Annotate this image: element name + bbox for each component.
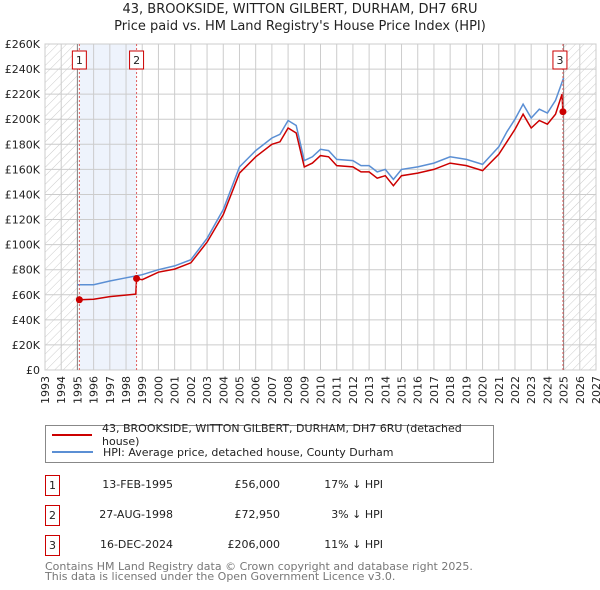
transaction-hpi: 3% ↓ HPI (331, 508, 383, 521)
transaction-number: 2 (45, 505, 60, 526)
x-tick-label: 2010 (315, 376, 328, 404)
x-tick-label: 2006 (250, 376, 263, 404)
footer-copyright: Contains HM Land Registry data © Crown c… (45, 560, 473, 573)
x-tick-label: 2003 (201, 376, 214, 404)
transaction-row: 1 13-FEB-1995 £56,000 17% ↓ HPI (45, 475, 445, 496)
x-tick-label: 2018 (444, 376, 457, 404)
x-tick-label: 2004 (217, 376, 230, 404)
x-tick-label: 2022 (509, 376, 522, 404)
x-tick-label: 2012 (347, 376, 360, 404)
chart-subtitle: Price paid vs. HM Land Registry's House … (114, 19, 486, 34)
y-tick-label: £40K (12, 314, 41, 327)
x-tick-label: 2023 (525, 376, 538, 404)
legend: 43, BROOKSIDE, WITTON GILBERT, DURHAM, D… (45, 422, 494, 463)
x-tick-label: 2008 (282, 376, 295, 404)
transaction-price: £206,000 (227, 538, 281, 551)
y-tick-label: £60K (12, 289, 41, 302)
x-tick-label: 1994 (55, 376, 68, 404)
sale-point (75, 296, 83, 304)
x-tick-label: 2020 (477, 376, 490, 404)
legend-item-property: 43, BROOKSIDE, WITTON GILBERT, DURHAM, D… (52, 422, 493, 448)
x-tick-label: 2014 (379, 376, 392, 404)
transaction-row: 2 27-AUG-1998 £72,950 3% ↓ HPI (45, 505, 445, 526)
x-tick-label: 2027 (590, 376, 600, 404)
y-tick-label: £80K (12, 264, 41, 277)
x-tick-label: 2015 (396, 376, 409, 404)
x-tick-label: 2024 (541, 376, 554, 404)
transaction-number: 3 (45, 535, 60, 556)
sale-label: 3 (556, 54, 563, 67)
x-tick-label: 2005 (233, 376, 246, 404)
x-tick-label: 2011 (331, 376, 344, 404)
transaction-hpi: 17% ↓ HPI (324, 478, 383, 491)
y-tick-label: £20K (12, 339, 41, 352)
x-tick-label: 2026 (574, 376, 587, 404)
x-tick-label: 2000 (152, 376, 165, 404)
sale-label-box (129, 50, 145, 70)
transaction-date: 27-AUG-1998 (99, 508, 173, 521)
transaction-number: 1 (45, 475, 60, 496)
y-tick-label: £240K (5, 63, 41, 76)
y-tick-label: £100K (5, 239, 41, 252)
x-tick-label: 2007 (266, 376, 279, 404)
x-tick-label: 2001 (169, 376, 182, 404)
x-tick-label: 1998 (120, 376, 133, 404)
sale-label-box (71, 50, 87, 70)
chart-title: 43, BROOKSIDE, WITTON GILBERT, DURHAM, D… (122, 2, 478, 17)
transaction-hpi: 11% ↓ HPI (324, 538, 383, 551)
between-sales-shading (79, 44, 137, 370)
legend-item-hpi: HPI: Average price, detached house, Coun… (52, 444, 394, 460)
y-tick-label: £180K (5, 138, 41, 151)
x-tick-label: 2009 (298, 376, 311, 404)
transaction-price: £56,000 (234, 478, 281, 491)
sale-point (559, 108, 567, 116)
x-tick-label: 2025 (558, 376, 571, 404)
x-tick-label: 2017 (428, 376, 441, 404)
x-tick-label: 2021 (493, 376, 506, 404)
x-tick-label: 2002 (185, 376, 198, 404)
legend-swatch-red (52, 434, 92, 436)
y-tick-label: £260K (5, 38, 41, 51)
y-tick-label: £160K (5, 163, 41, 176)
transaction-row: 3 16-DEC-2024 £206,000 11% ↓ HPI (45, 535, 445, 556)
sale-label: 2 (133, 54, 140, 67)
y-tick-label: £220K (5, 88, 41, 101)
sale-label-box (552, 50, 568, 70)
y-tick-label: £0 (26, 364, 40, 377)
hpi-line (77, 77, 565, 286)
y-tick-label: £140K (5, 188, 41, 201)
x-tick-label: 1993 (39, 376, 52, 404)
sale-point (133, 275, 141, 283)
property-price-line (79, 93, 564, 301)
x-tick-label: 1999 (136, 376, 149, 404)
y-tick-label: £200K (5, 113, 41, 126)
transaction-date: 13-FEB-1995 (102, 478, 173, 491)
legend-swatch-blue (52, 451, 93, 453)
sale-label: 1 (76, 54, 83, 67)
x-tick-label: 1996 (88, 376, 101, 404)
transaction-date: 16-DEC-2024 (99, 538, 173, 551)
x-tick-label: 2013 (363, 376, 376, 404)
transaction-price: £72,950 (234, 508, 281, 521)
footer-licence: This data is licensed under the Open Gov… (45, 570, 396, 583)
legend-label: HPI: Average price, detached house, Coun… (103, 445, 394, 459)
plot-border (44, 43, 597, 371)
x-tick-label: 2016 (412, 376, 425, 404)
legend-label: 43, BROOKSIDE, WITTON GILBERT, DURHAM, D… (102, 422, 462, 448)
x-tick-label: 1995 (71, 376, 84, 404)
x-tick-label: 2019 (460, 376, 473, 404)
x-tick-label: 1997 (104, 376, 117, 404)
y-tick-label: £120K (5, 214, 41, 227)
